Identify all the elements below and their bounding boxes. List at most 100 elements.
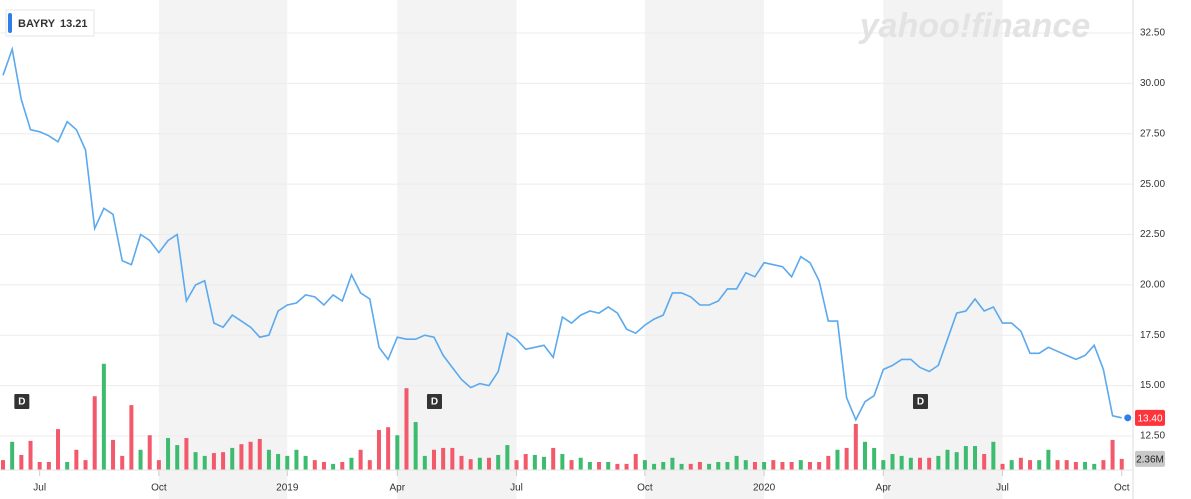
x-tick-label: Jul — [33, 483, 46, 494]
volume-bar — [523, 454, 528, 470]
volume-bar — [404, 388, 409, 470]
legend-box — [5, 9, 95, 37]
volume-bar — [276, 454, 281, 470]
volume-bar — [1073, 462, 1078, 470]
volume-bar — [826, 455, 831, 470]
volume-bar — [1101, 460, 1106, 470]
price-tag-label: 13.40 — [1137, 413, 1162, 424]
volume-bar — [633, 454, 638, 470]
volume-bar — [349, 457, 354, 470]
x-tick-label: 2020 — [753, 483, 776, 494]
volume-tag — [1135, 450, 1165, 467]
volume-bar — [771, 460, 776, 470]
volume-bar — [395, 435, 400, 470]
x-tick-label: Oct — [637, 483, 653, 494]
volume-bar — [954, 452, 959, 470]
volume-bar — [927, 457, 932, 470]
volume-bar — [83, 460, 88, 470]
band — [644, 0, 765, 499]
volume-bar — [37, 462, 42, 470]
volume-bar — [221, 452, 226, 470]
volume-bar — [230, 447, 235, 470]
event-marker — [913, 394, 928, 409]
event-marker — [14, 394, 30, 409]
volume-bar — [367, 460, 372, 470]
volume-bar — [890, 454, 895, 470]
volume-bar — [1037, 460, 1042, 470]
volume-bar — [716, 462, 721, 470]
volume-bar — [248, 441, 253, 470]
volume-bar — [193, 452, 198, 470]
volume-bar — [918, 457, 922, 470]
volume-bar — [945, 449, 950, 470]
volume-bar — [1028, 460, 1033, 470]
event-label: D — [18, 397, 25, 408]
volume-bar — [358, 449, 363, 470]
volume-bar — [899, 455, 904, 470]
y-tick-label: 15.00 — [1140, 380, 1165, 391]
volume-bar — [312, 460, 317, 470]
price-line — [2, 46, 1122, 422]
x-tick-label: Apr — [390, 483, 406, 494]
volume-bar — [789, 462, 794, 470]
volume-bar — [725, 462, 730, 470]
volume-bar — [1000, 463, 1005, 470]
volume-bar — [468, 459, 473, 470]
volume-bar — [973, 446, 978, 470]
volume-bar — [817, 462, 822, 470]
volume-bar — [1119, 458, 1124, 470]
x-tick-label: 2019 — [276, 483, 299, 494]
volume-bar — [560, 454, 565, 470]
volume-bar — [147, 435, 152, 470]
volume-bar — [688, 463, 693, 470]
x-tick-label: Oct — [1114, 483, 1130, 494]
volume-bar — [569, 460, 574, 470]
y-tick-label: 30.00 — [1140, 78, 1165, 89]
volume-bar — [340, 462, 345, 470]
event-marker — [426, 394, 442, 409]
volume-bar — [587, 462, 592, 470]
volume-bar — [285, 455, 290, 470]
volume-bar — [862, 441, 867, 470]
volume-bar — [1009, 460, 1014, 470]
volume-bar — [28, 440, 33, 470]
y-tick-label: 20.00 — [1140, 279, 1165, 290]
volume-bar — [431, 449, 436, 470]
y-tick-label: 27.50 — [1140, 128, 1165, 139]
volume-bar — [743, 460, 748, 470]
volume-bar — [166, 438, 171, 470]
legend-swatch — [8, 13, 12, 33]
volume-bar — [991, 441, 996, 470]
volume-bar — [936, 455, 941, 470]
volume-bar — [606, 462, 611, 470]
x-tick-label: Oct — [151, 483, 167, 494]
volume-bar — [257, 438, 262, 470]
volume-bar — [1092, 463, 1097, 470]
legend-value: 13.21 — [60, 18, 88, 30]
volume-bar — [1064, 460, 1069, 470]
volume-bar — [642, 460, 647, 470]
volume-bar — [661, 462, 666, 470]
volume-bar — [551, 447, 556, 470]
volume-bar — [19, 454, 24, 470]
volume-bar — [56, 429, 61, 470]
volume-bar — [1046, 449, 1051, 470]
volume-bar — [835, 449, 840, 470]
y-tick-label: 17.50 — [1140, 330, 1165, 341]
volume-bar — [963, 446, 968, 470]
volume-bar — [597, 462, 602, 470]
volume-bar — [129, 405, 134, 470]
volume-bar — [762, 462, 767, 470]
volume-bar — [514, 460, 519, 470]
volume-bar — [734, 455, 739, 470]
volume-bar — [982, 454, 987, 470]
volume-bar — [780, 462, 785, 470]
volume-bar — [624, 463, 629, 470]
volume-bar — [652, 463, 657, 470]
y-tick-label: 12.50 — [1140, 431, 1165, 442]
volume-bar — [184, 438, 189, 470]
legend: BAYRY 13.21 — [5, 9, 95, 37]
volume-bar — [872, 447, 877, 470]
volume-bar — [46, 462, 51, 470]
